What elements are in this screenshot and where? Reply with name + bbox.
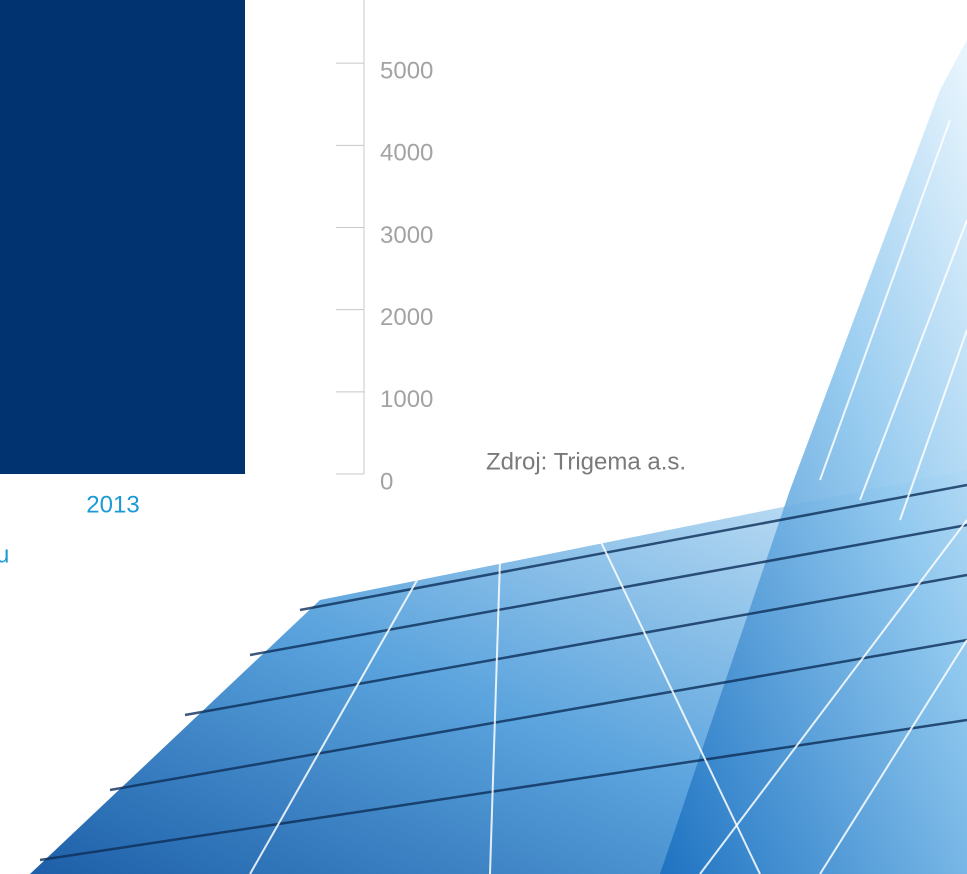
legend-fragment: u [0,541,9,568]
y-tick-label: 3000 [380,222,433,249]
y-tick-label: 0 [380,468,393,495]
building-photo [30,40,967,874]
y-tick-label: 5000 [380,58,433,85]
bar [0,0,245,474]
source-note: Zdroj: Trigema a.s. [486,448,686,475]
y-tick-label: 4000 [380,140,433,167]
y-tick-label: 1000 [380,386,433,413]
y-tick-label: 6000 [380,0,433,2]
y-tick-label: 2000 [380,304,433,331]
x-tick-label: 2013 [86,491,139,518]
